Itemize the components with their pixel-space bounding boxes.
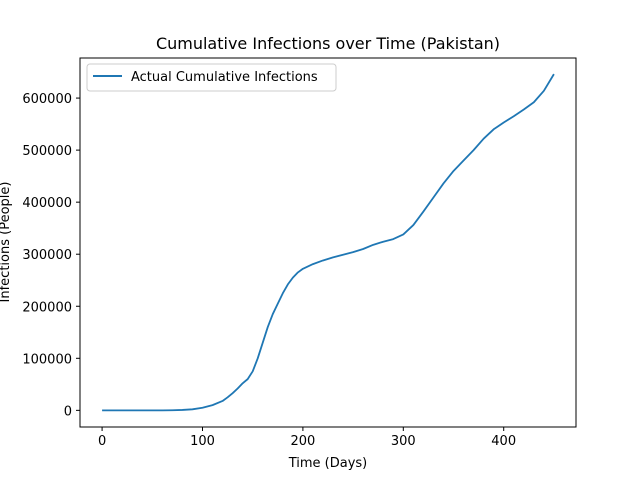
legend: Actual Cumulative Infections [86, 63, 337, 92]
x-tick-label: 100 [190, 434, 215, 449]
legend-box [86, 63, 337, 92]
legend-label: Actual Cumulative Infections [131, 70, 318, 85]
x-tick-label: 400 [491, 434, 516, 449]
y-tick-label: 500000 [22, 144, 72, 159]
y-axis-label: Infections (People) [0, 182, 13, 303]
x-axis-ticks: 0 100 200 300 400 [98, 427, 516, 449]
plot-frame [79, 57, 577, 428]
y-axis-ticks: 0 100000 200000 300000 400000 500000 600000 [22, 92, 80, 419]
series-layer [102, 73, 555, 412]
series-line-0 [102, 73, 555, 412]
x-tick-label: 300 [391, 434, 416, 449]
y-tick-label: 100000 [22, 352, 72, 367]
y-tick-label: 0 [64, 404, 72, 419]
y-tick-label: 400000 [22, 196, 72, 211]
y-tick-label: 200000 [22, 300, 72, 315]
y-tick-label: 300000 [22, 248, 72, 263]
y-tick-label: 600000 [22, 92, 72, 107]
x-axis-label: Time (Days) [288, 456, 368, 471]
x-tick-label: 0 [98, 434, 106, 449]
x-tick-label: 200 [290, 434, 315, 449]
chart-title: Cumulative Infections over Time (Pakista… [156, 34, 500, 53]
